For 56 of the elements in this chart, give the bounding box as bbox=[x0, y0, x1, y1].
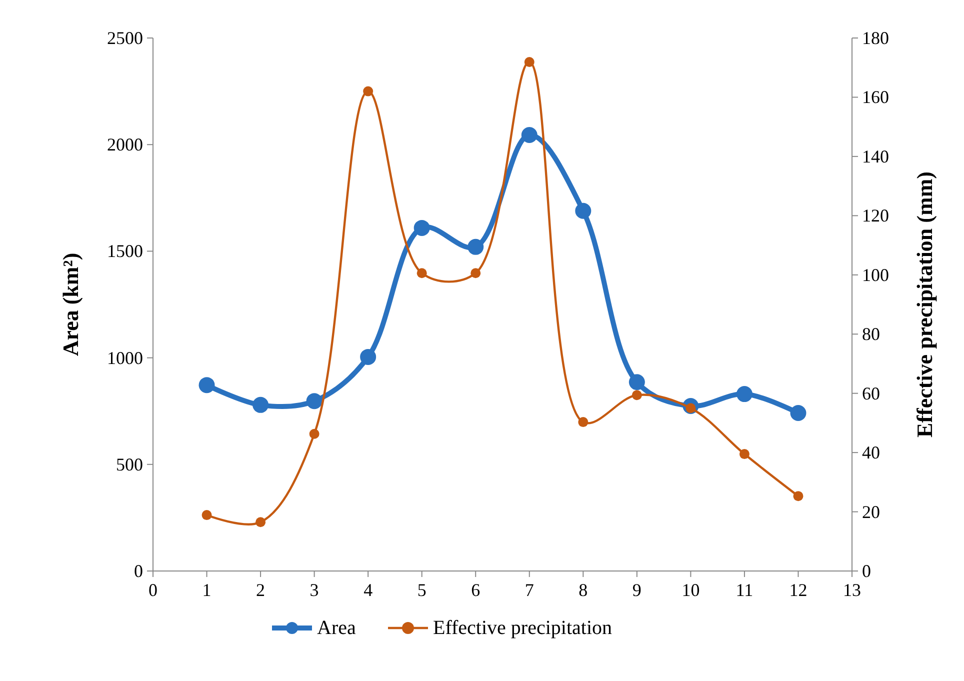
y-tick-label: 1500 bbox=[107, 241, 143, 262]
y-tick-label: 500 bbox=[116, 454, 143, 474]
y-tick-label: 2500 bbox=[107, 28, 143, 48]
point bbox=[793, 491, 804, 502]
point bbox=[628, 374, 645, 390]
x-tick-label: 13 bbox=[843, 580, 861, 600]
y2-tick-label: 100 bbox=[862, 264, 889, 285]
y2-tick-label: 180 bbox=[862, 28, 889, 48]
y-tick-label: 0 bbox=[134, 561, 143, 581]
x-tick-label: 4 bbox=[364, 580, 373, 600]
point bbox=[256, 517, 266, 528]
point bbox=[790, 405, 806, 422]
point bbox=[198, 377, 215, 394]
x-tick-label: 6 bbox=[471, 580, 480, 600]
point bbox=[414, 220, 430, 236]
point bbox=[739, 449, 750, 460]
x-tick-label: 3 bbox=[310, 580, 319, 600]
point bbox=[521, 127, 538, 144]
point bbox=[632, 390, 642, 400]
y2-tick-label: 160 bbox=[862, 87, 889, 108]
y2-tick-label: 0 bbox=[862, 561, 871, 581]
x-tick-label: 10 bbox=[682, 580, 700, 600]
x-tick-label: 2 bbox=[256, 580, 266, 600]
point bbox=[578, 417, 588, 428]
y2-tick-label: 60 bbox=[862, 383, 880, 404]
legend-label: Effective precipitation bbox=[433, 617, 612, 639]
x-tick-label: 1 bbox=[202, 580, 212, 600]
point bbox=[524, 56, 534, 67]
y2-tick-label: 120 bbox=[862, 206, 889, 226]
y-tick-label: 1000 bbox=[107, 348, 143, 368]
point bbox=[252, 396, 269, 413]
point bbox=[360, 348, 376, 365]
x-tick-label: 7 bbox=[524, 580, 534, 600]
y2-tick-label: 20 bbox=[862, 502, 880, 522]
y-axis-title: Area (km²) bbox=[58, 252, 83, 356]
point bbox=[416, 268, 427, 278]
point bbox=[736, 386, 752, 402]
x-tick-label: 0 bbox=[148, 580, 158, 600]
x-tick-label: 8 bbox=[578, 580, 588, 600]
y2-tick-label: 140 bbox=[862, 146, 889, 166]
point bbox=[202, 510, 212, 520]
x-tick-label: 11 bbox=[736, 580, 754, 600]
point bbox=[575, 202, 592, 219]
y2-tick-label: 80 bbox=[862, 324, 880, 344]
y-tick-label: 2000 bbox=[107, 134, 143, 155]
point bbox=[363, 86, 374, 96]
point bbox=[470, 268, 481, 278]
x-tick-label: 9 bbox=[632, 580, 642, 600]
y2-axis-title: Effective precipitation (mm) bbox=[912, 172, 937, 438]
x-tick-label: 5 bbox=[417, 580, 426, 600]
x-tick-label: 12 bbox=[789, 580, 808, 600]
point bbox=[309, 428, 320, 439]
legend-label: Area bbox=[317, 617, 356, 639]
point bbox=[306, 393, 322, 410]
y2-tick-label: 40 bbox=[862, 442, 880, 463]
point bbox=[468, 238, 484, 255]
